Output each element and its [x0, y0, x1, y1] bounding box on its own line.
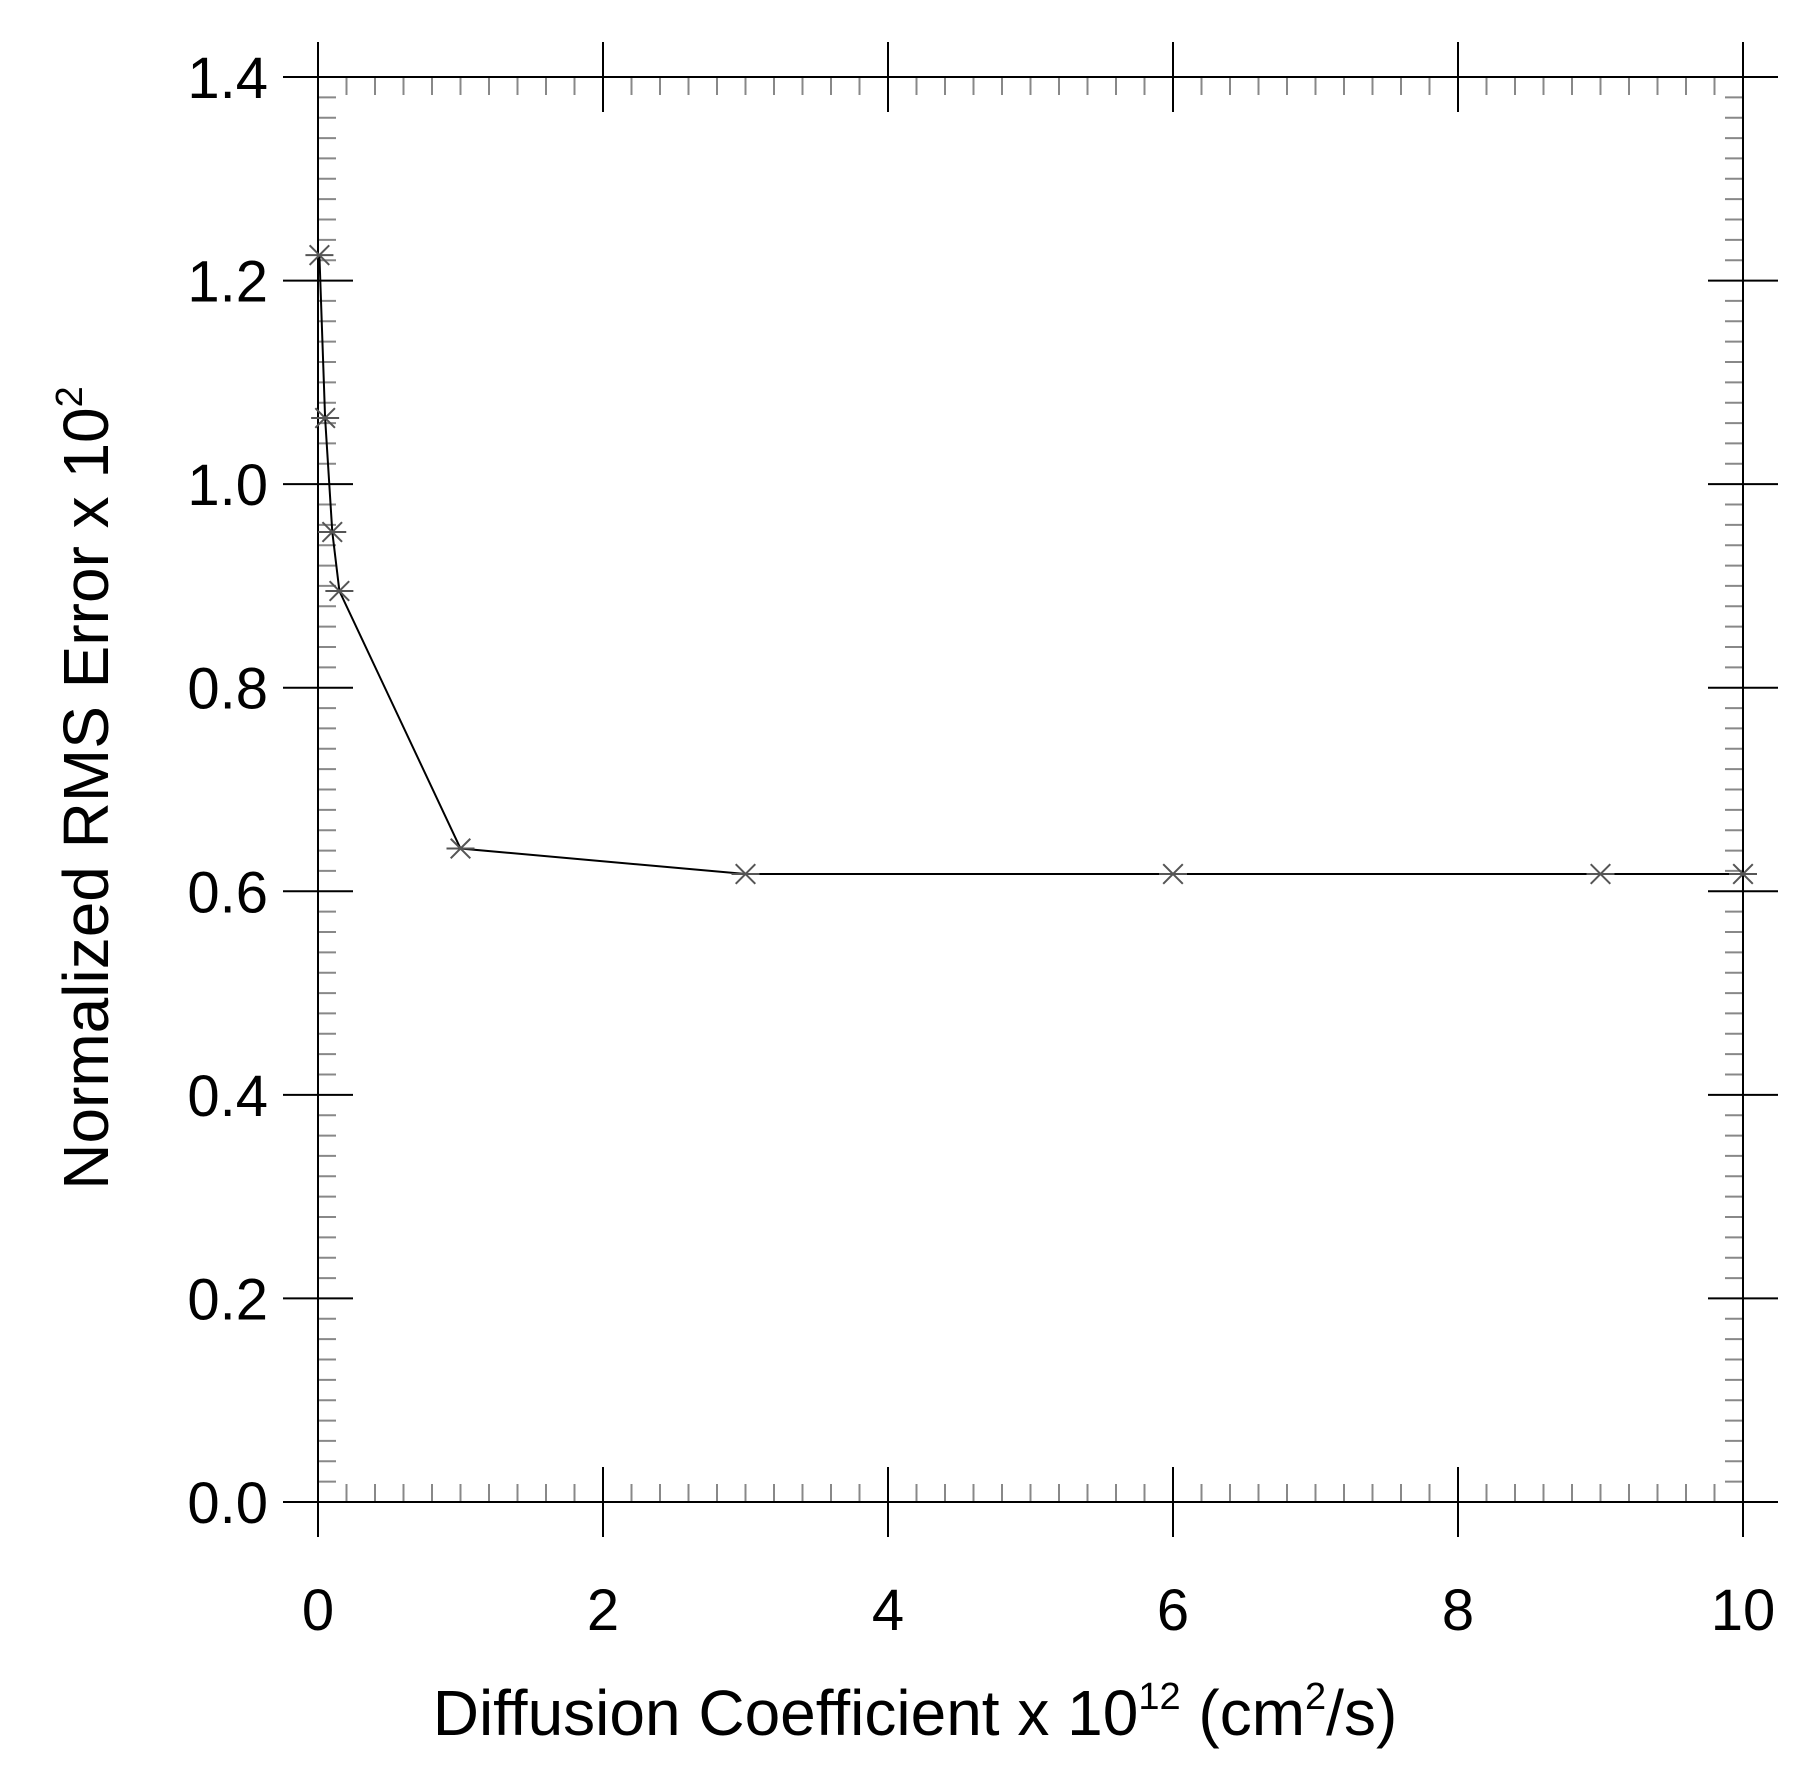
data-point-marker — [1159, 863, 1187, 885]
data-point-marker — [305, 244, 334, 266]
marker-stroke — [308, 244, 330, 266]
x-tick-label: 10 — [1711, 1578, 1776, 1643]
y-tick-label: 0.8 — [187, 657, 268, 722]
data-point-marker — [325, 580, 354, 602]
x-tick-label: 8 — [1442, 1578, 1474, 1643]
x-tick-label: 0 — [302, 1578, 334, 1643]
data-point-marker — [318, 521, 347, 543]
marker-stroke — [1162, 863, 1184, 885]
y-axis-title-main: Normalized RMS Error x 10 — [50, 407, 122, 1189]
y-axis-title: Normalized RMS Error x 102 — [49, 386, 122, 1190]
y-tick-label: 1.4 — [187, 46, 268, 111]
x-tick-labels: 0 2 4 6 8 10 — [302, 1578, 1775, 1643]
x-axis-title-unit-close: /s) — [1326, 1677, 1397, 1749]
y-tick-label: 0.0 — [187, 1471, 268, 1536]
marker-stroke — [314, 407, 336, 429]
marker-stroke — [1589, 863, 1612, 885]
data-point-marker — [731, 863, 760, 885]
data-point-marker — [446, 838, 475, 860]
y-tick-label: 0.4 — [187, 1064, 268, 1129]
x-axis-title: Diffusion Coefficient x 1012 (cm2/s) — [433, 1676, 1398, 1749]
series-line — [318, 255, 1743, 875]
plot-frame — [317, 76, 1744, 1503]
minor-ticks — [318, 77, 1743, 1502]
x-tick-label: 6 — [1157, 1578, 1189, 1643]
data-point-marker — [311, 407, 340, 429]
y-tick-label: 0.6 — [187, 860, 268, 925]
marker-stroke — [734, 863, 757, 885]
marker-stroke — [1732, 863, 1754, 885]
marker-stroke — [321, 521, 343, 543]
data-point-marker — [1586, 863, 1615, 885]
x-axis-title-unit-exponent: 2 — [1305, 1676, 1326, 1718]
y-tick-label: 1.2 — [187, 250, 268, 315]
y-tick-label: 1.0 — [187, 453, 268, 518]
y-tick-labels: 0.0 0.2 0.4 0.6 0.8 1.0 1.2 1.4 — [187, 46, 268, 1536]
y-axis-title-exponent: 2 — [49, 386, 91, 407]
marker-stroke — [328, 580, 350, 602]
data-point-marker — [1729, 863, 1757, 885]
x-tick-label: 2 — [587, 1578, 619, 1643]
x-axis-title-main: Diffusion Coefficient x 10 — [433, 1677, 1139, 1749]
major-ticks — [283, 42, 1778, 1537]
x-axis-title-unit-open: (cm — [1181, 1677, 1305, 1749]
marker-stroke — [449, 838, 472, 860]
x-tick-label: 4 — [872, 1578, 904, 1643]
x-axis-title-exponent: 12 — [1138, 1676, 1180, 1718]
series-layer — [305, 244, 1757, 885]
y-tick-label: 0.2 — [187, 1267, 268, 1332]
